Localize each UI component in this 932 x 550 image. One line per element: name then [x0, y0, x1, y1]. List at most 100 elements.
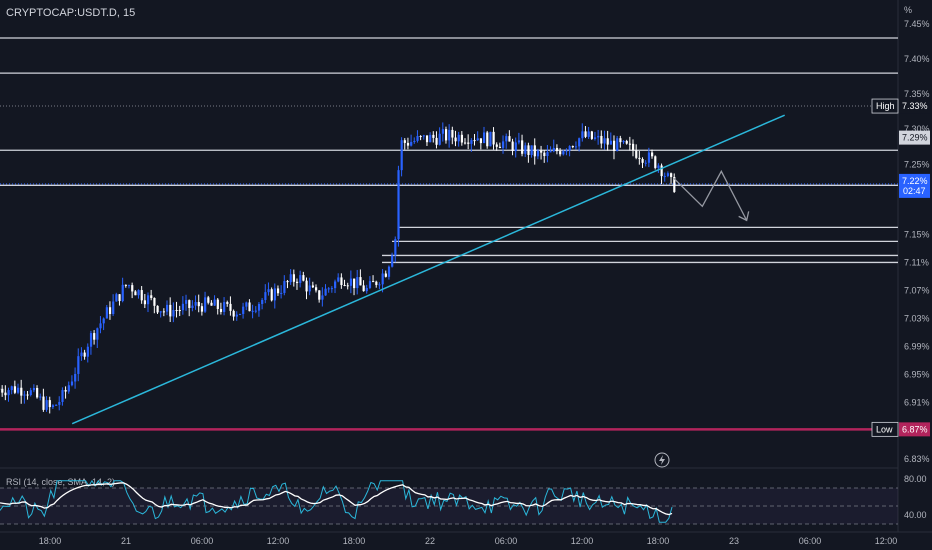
high-marker-label-box [871, 98, 899, 114]
candle-body [137, 290, 140, 296]
current-price-value: 7.22% [902, 176, 928, 186]
unit-label: % [904, 5, 912, 15]
candle-body [422, 135, 425, 137]
candle-body [191, 305, 194, 308]
candle-body [17, 387, 20, 393]
candle-body [99, 323, 102, 329]
candle-body [156, 305, 159, 313]
candle-body [502, 141, 505, 148]
candle-body [254, 310, 257, 312]
candle-body [603, 138, 606, 144]
candle-body [559, 151, 562, 155]
candle-body [463, 142, 467, 144]
projection-arrowhead [738, 211, 750, 222]
candle-body [524, 145, 527, 154]
candle-body [632, 143, 635, 151]
candle-body [185, 300, 188, 304]
candle-body [616, 138, 619, 152]
candle-body [321, 295, 324, 300]
candle-body [264, 292, 267, 300]
last-marker-value-box [899, 130, 930, 145]
price-tick: 7.45% [904, 19, 930, 29]
price-tick: 7.11% [904, 257, 929, 267]
candle-body [400, 140, 403, 171]
time-tick: 12:00 [267, 536, 290, 546]
candle-body [112, 301, 115, 314]
candle-body [299, 275, 302, 283]
candle-body [273, 288, 276, 301]
candle-body [359, 277, 362, 286]
candle-body [625, 140, 628, 144]
candle-body [200, 306, 204, 312]
low-marker-label: Low [876, 424, 893, 434]
candle-body [368, 281, 372, 288]
candle-body [470, 140, 473, 144]
candle-body [96, 328, 99, 340]
candle-body [131, 285, 134, 292]
candle-body [638, 157, 641, 160]
candle-body [248, 302, 251, 312]
last-marker-value: 7.29% [902, 133, 928, 143]
candle-body [413, 140, 416, 142]
candle-body [1, 388, 4, 393]
candle-body [365, 287, 368, 292]
candle-body [628, 143, 632, 145]
low-marker: Low 6.87% [871, 421, 930, 437]
candle-body [498, 146, 502, 148]
current-price-box [899, 173, 930, 198]
candle-body [441, 129, 444, 134]
candle-body [432, 134, 435, 138]
candle-body [115, 294, 118, 302]
time-axis[interactable]: 18:00 21 06:00 12:00 18:00 22 06:00 12:00 18:00 2… [39, 536, 898, 546]
candle-body [654, 156, 657, 168]
alert-icon-ring [654, 452, 670, 468]
price-tick: 7.25% [904, 159, 930, 169]
high-marker-label: High [876, 101, 895, 111]
candle-body [651, 152, 654, 157]
candle-body [289, 274, 292, 283]
candle-body [593, 137, 597, 139]
candle-body [80, 352, 83, 357]
candle-body [635, 150, 638, 158]
candle-body [23, 394, 26, 396]
candle-body [118, 294, 121, 302]
candle-body [609, 140, 613, 145]
price-tick: 6.83% [904, 454, 930, 464]
price-axis[interactable]: 7.45% 7.40% 7.35% 7.30% 7.25% 7.15% 7.11% 7.07%… [904, 19, 930, 464]
rsi-pane[interactable]: RSI (14, close, SMA, 14, 2) 80.00 40.00 [0, 474, 927, 525]
projection-path [673, 169, 748, 221]
candle-body [473, 140, 476, 142]
candle-body [571, 146, 574, 148]
candle-body [622, 140, 625, 143]
price-tick: 6.95% [904, 370, 930, 380]
candle-body [673, 176, 676, 192]
candle-body [10, 386, 13, 391]
plot-area[interactable] [0, 0, 932, 533]
time-tick: 12:00 [875, 536, 898, 546]
candle-body [61, 390, 64, 402]
candle-body [657, 165, 660, 168]
candle-body [267, 289, 270, 293]
candle-body [349, 278, 353, 286]
candle-body [372, 281, 375, 283]
candle-body [663, 175, 666, 177]
last-marker: 7.29% [899, 130, 930, 145]
candle-body [194, 302, 197, 306]
candle-body [530, 145, 533, 155]
candle-body [58, 401, 61, 405]
candle-body [568, 146, 571, 151]
candle-body [32, 388, 36, 391]
candle-body [229, 303, 232, 311]
candle-body [235, 314, 238, 317]
candle-body [505, 136, 508, 142]
candle-body [448, 129, 451, 141]
time-tick: 06:00 [191, 536, 214, 546]
candle-body [508, 136, 511, 142]
chart-title: CRYPTOCAP:USDT.D, 15 [6, 7, 135, 19]
price-tick: 7.35% [904, 89, 930, 99]
candle-body [384, 273, 387, 277]
candle-body [295, 281, 299, 283]
candle-body [387, 266, 391, 277]
candle-body [381, 273, 384, 285]
